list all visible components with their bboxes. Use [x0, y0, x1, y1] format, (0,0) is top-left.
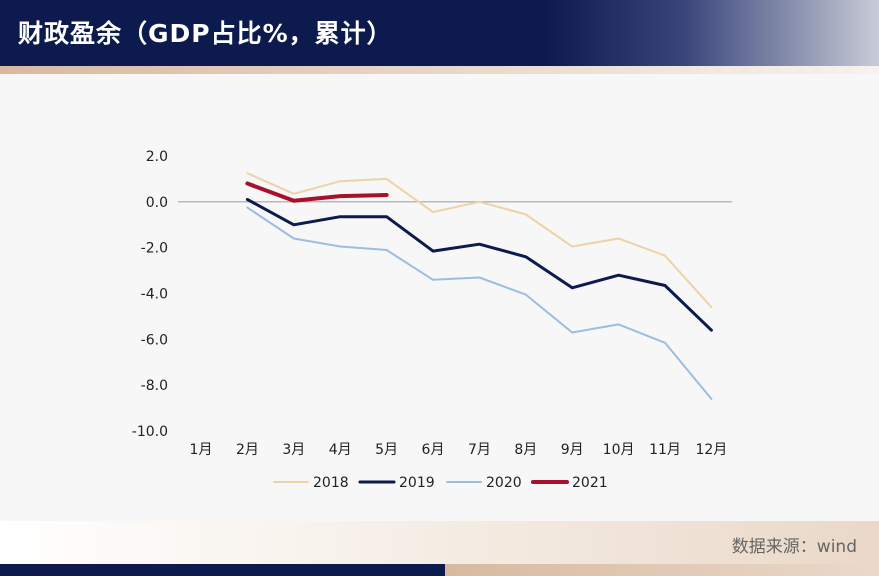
x-tick-label: 6月 — [422, 442, 445, 458]
x-tick-label: 10月 — [603, 442, 635, 458]
y-tick-label: -8.0 — [141, 378, 168, 394]
x-tick-label: 12月 — [695, 442, 727, 458]
source-note: 数据来源：wind — [731, 537, 857, 557]
series-line-2018 — [246, 172, 713, 309]
legend-label: 2018 — [313, 475, 349, 491]
header-underline — [0, 66, 879, 74]
x-tick-label: 9月 — [561, 442, 584, 458]
x-tick-label: 5月 — [375, 442, 398, 458]
y-tick-label: -6.0 — [141, 332, 168, 348]
x-tick-label: 11月 — [649, 442, 681, 458]
chart-title: 财政盈余（GDP占比%，累计） — [18, 19, 393, 48]
x-axis-ticks: 1月 2月 3月 4月 5月 6月 7月 8月 9月 10月 11月 12月 — [190, 442, 728, 458]
legend-label: 2021 — [572, 475, 608, 491]
line-chart: 2.0 0.0 -2.0 -4.0 -6.0 -8.0 -10.0 1月 2月 3月 4月 5月 6月… — [132, 149, 732, 491]
y-axis-ticks: 2.0 0.0 -2.0 -4.0 -6.0 -8.0 -10.0 — [132, 149, 168, 440]
legend-label: 2019 — [399, 475, 435, 491]
legend: 2018 2019 2020 2021 — [273, 475, 608, 491]
header-banner: 财政盈余（GDP占比%，累计） — [0, 0, 879, 66]
series-lines — [245, 172, 713, 400]
series-line-2019 — [245, 198, 713, 332]
footer-band — [0, 521, 879, 564]
legend-label: 2020 — [486, 475, 522, 491]
x-tick-label: 8月 — [514, 442, 537, 458]
series-line-2021 — [245, 181, 389, 203]
x-tick-label: 3月 — [282, 442, 305, 458]
x-tick-label: 7月 — [468, 442, 491, 458]
y-tick-label: -10.0 — [132, 424, 168, 440]
y-tick-label: -4.0 — [141, 287, 168, 303]
y-tick-label: 0.0 — [146, 195, 168, 211]
x-tick-label: 1月 — [190, 442, 213, 458]
x-tick-label: 2月 — [236, 442, 259, 458]
bottom-bar-beige — [445, 564, 879, 576]
x-tick-label: 4月 — [329, 442, 352, 458]
y-tick-label: -2.0 — [141, 241, 168, 257]
chart-panel: 2.0 0.0 -2.0 -4.0 -6.0 -8.0 -10.0 1月 2月 3月 4月 5月 6月… — [0, 74, 879, 521]
bottom-bar-navy — [0, 564, 445, 576]
y-tick-label: 2.0 — [146, 149, 168, 165]
series-line-2020 — [246, 206, 713, 400]
